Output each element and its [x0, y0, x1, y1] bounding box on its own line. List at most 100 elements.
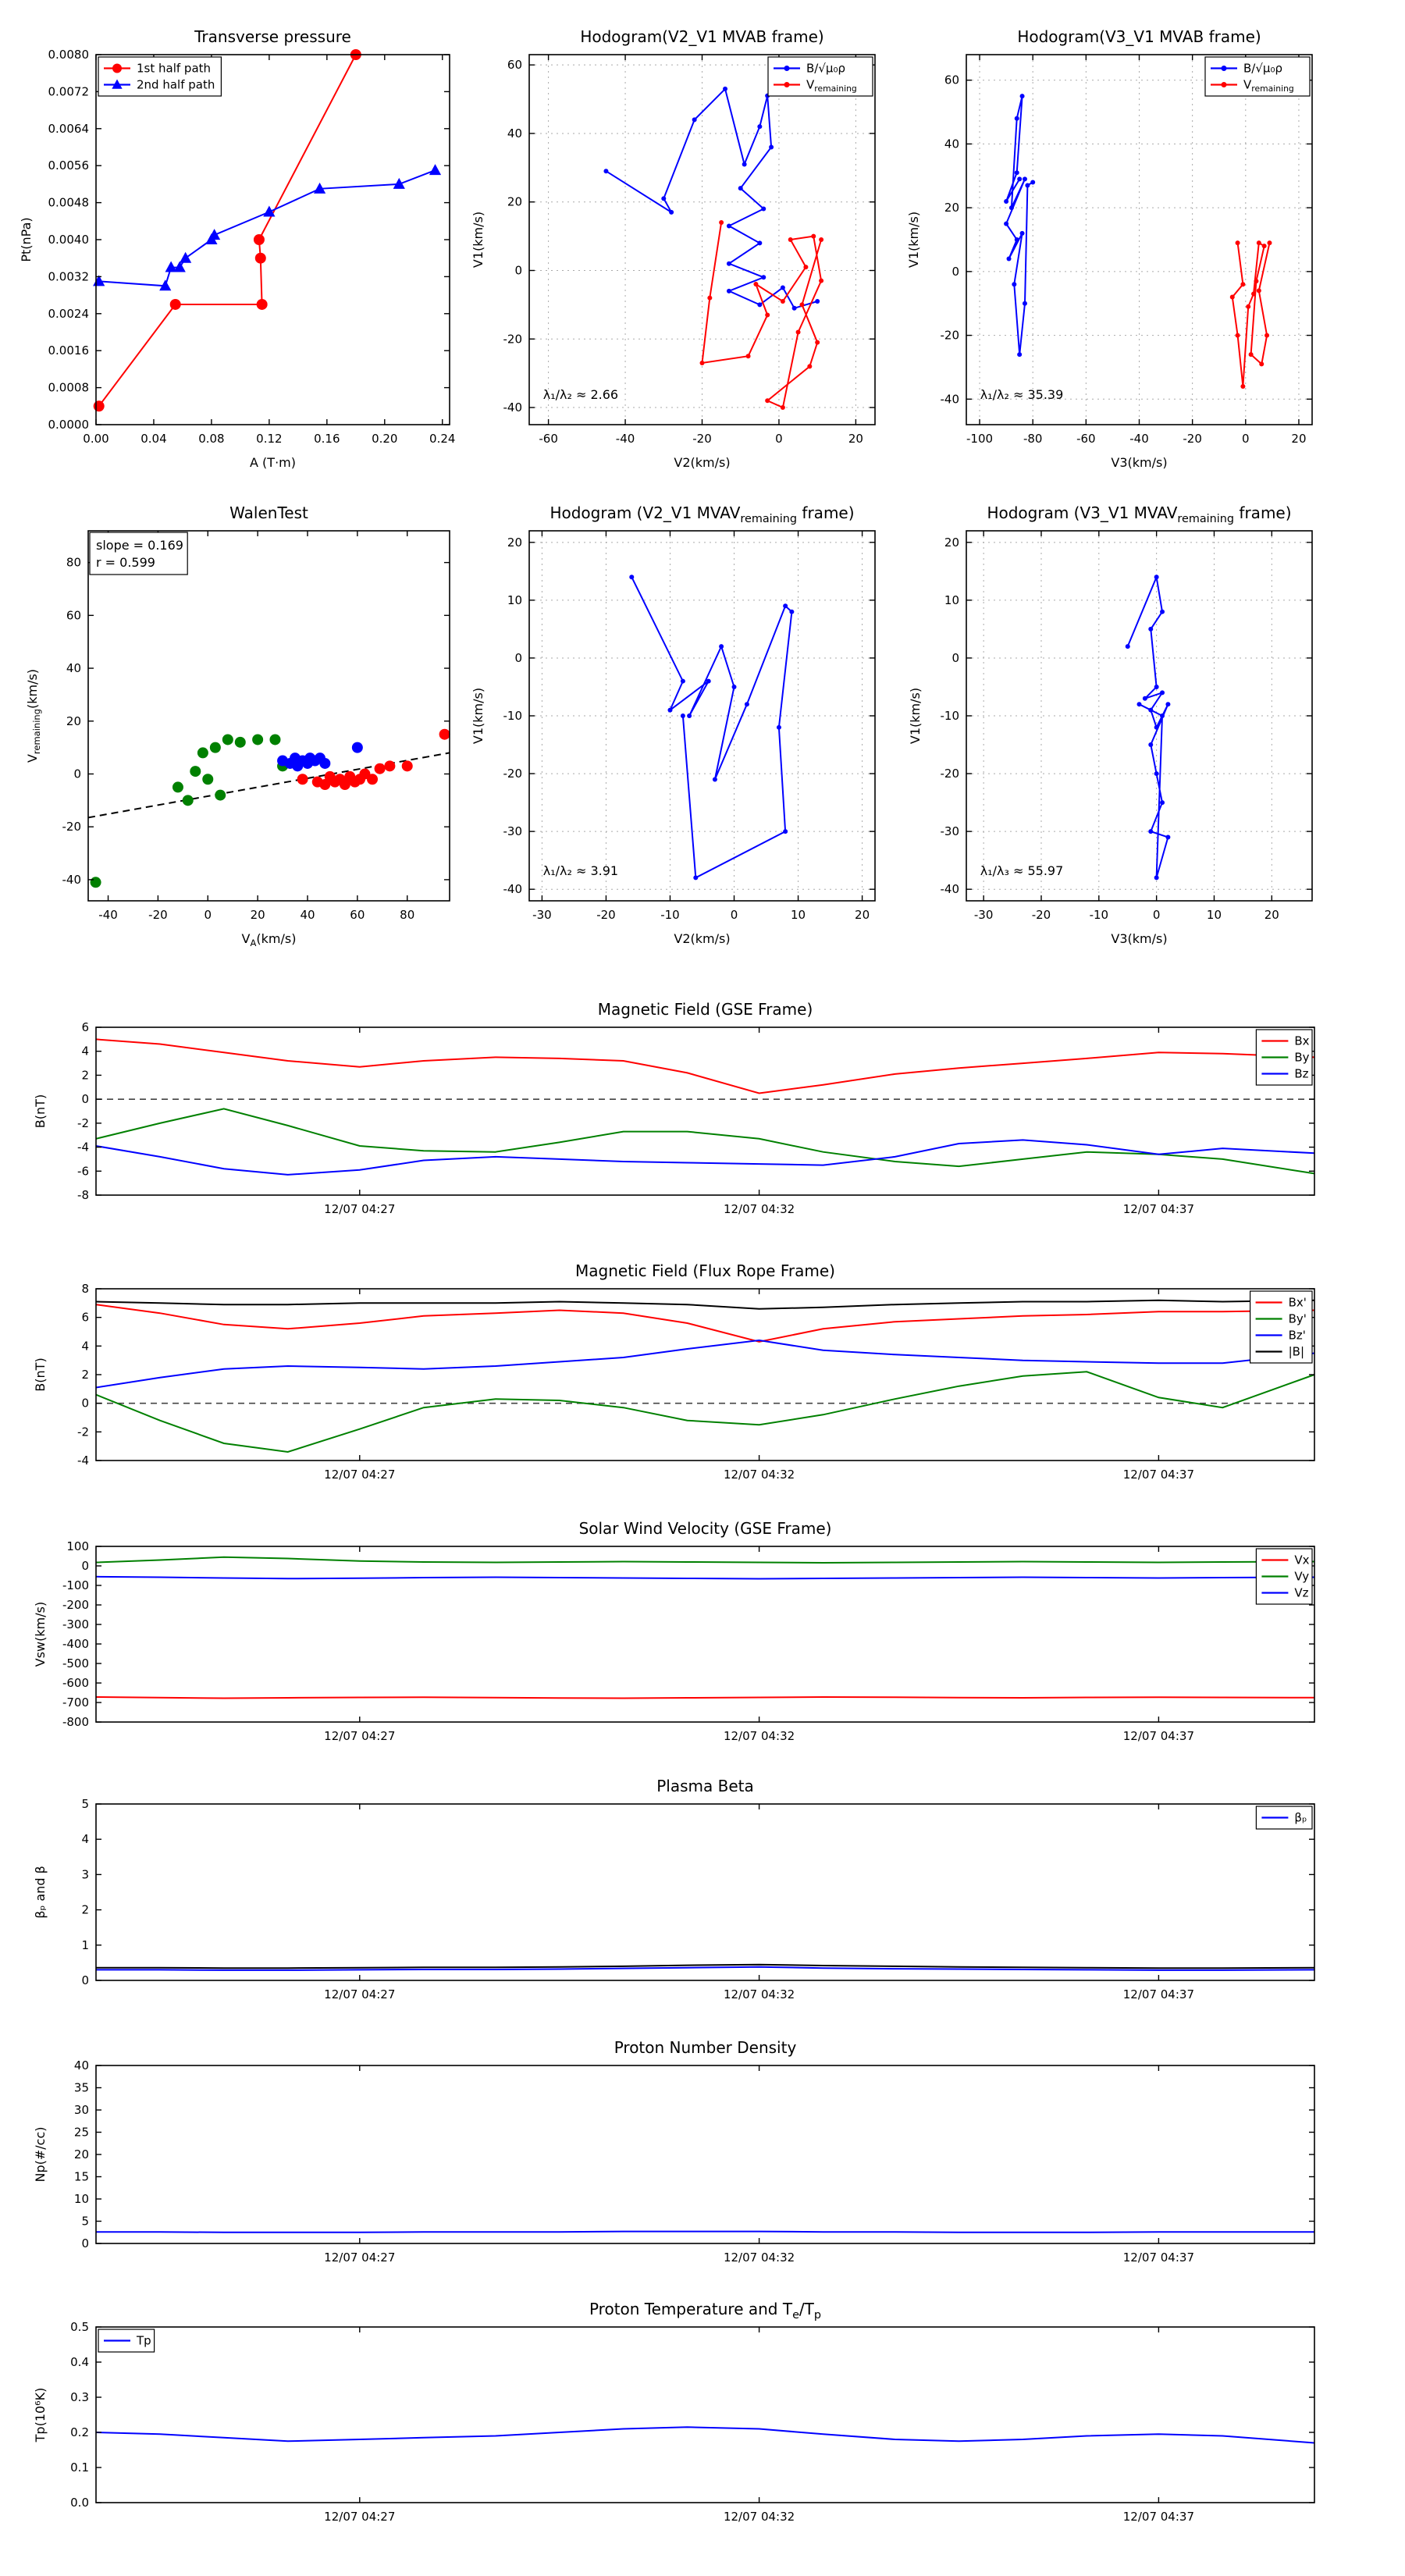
marker — [1148, 829, 1154, 834]
marker — [367, 774, 379, 785]
svg-text:Magnetic Field (GSE Frame): Magnetic Field (GSE Frame) — [598, 1000, 813, 1019]
svg-text:6: 6 — [81, 1311, 89, 1325]
marker — [693, 875, 699, 881]
svg-text:Vy: Vy — [1294, 1570, 1309, 1584]
svg-text:-20: -20 — [692, 432, 712, 446]
marker — [197, 747, 208, 759]
svg-text:-30: -30 — [974, 908, 994, 922]
marker — [799, 302, 805, 308]
svg-text:WalenTest: WalenTest — [229, 503, 308, 522]
c-bgse-svg: 12/07 04:27 12/07 04:32 12/07 04:37 -8 -6 -4 -… — [33, 1000, 1315, 1216]
marker — [339, 779, 350, 791]
svg-text:slope = 0.169: slope = 0.169 — [96, 538, 183, 553]
marker — [757, 302, 763, 308]
axes-frame — [95, 1803, 1315, 1981]
svg-text:12/07 04:32: 12/07 04:32 — [724, 1468, 795, 1482]
marker — [1259, 361, 1264, 367]
series-By-prime — [95, 1371, 1315, 1453]
svg-text:40: 40 — [66, 661, 81, 675]
legend: Vx Vy Vz — [1255, 1548, 1313, 1605]
plot-area — [529, 531, 875, 901]
chart-magnetic-field-gse: 12/07 04:27 12/07 04:32 12/07 04:37 -8 -6 -4 -… — [20, 991, 1327, 1229]
marker — [669, 209, 674, 215]
svg-text:20: 20 — [1264, 908, 1279, 922]
legend: 1st half path 2nd half path — [98, 56, 222, 97]
svg-text:0.0: 0.0 — [70, 2496, 89, 2510]
marker — [1235, 240, 1240, 246]
svg-text:-100: -100 — [966, 432, 993, 446]
svg-text:Vremaining: Vremaining — [1243, 78, 1294, 94]
c-hod-v3v1-mvab-svg: -100 -80 -60 -40 -20 0 20 -40 -20 0 20 40 60 Hodogram… — [906, 27, 1313, 470]
svg-text:Vz: Vz — [1294, 1586, 1308, 1600]
svg-text:-10: -10 — [660, 908, 680, 922]
marker — [1221, 66, 1227, 71]
series-Vx — [95, 1695, 1315, 1699]
marker — [661, 196, 667, 201]
svg-text:Transverse pressure: Transverse pressure — [194, 27, 351, 46]
svg-text:35: 35 — [74, 2081, 89, 2095]
svg-text:1st half path: 1st half path — [137, 62, 211, 76]
marker — [788, 237, 793, 242]
svg-text:Bz': Bz' — [1289, 1329, 1306, 1343]
marker — [783, 603, 788, 609]
marker — [757, 124, 763, 130]
marker — [269, 734, 281, 745]
svg-text:Bx': Bx' — [1289, 1296, 1307, 1310]
marker — [319, 757, 331, 769]
marker — [90, 877, 101, 888]
svg-text:-40: -40 — [941, 392, 960, 406]
svg-text:0: 0 — [81, 1397, 89, 1411]
svg-text:80: 80 — [400, 908, 414, 922]
marker — [726, 223, 731, 229]
chart-magnetic-field-flux-rope: 12/07 04:27 12/07 04:32 12/07 04:37 -4 -2 0 2 4… — [20, 1253, 1327, 1495]
svg-text:βₚ: βₚ — [1294, 1811, 1307, 1825]
marker — [1165, 834, 1171, 840]
marker — [234, 736, 246, 748]
series-Tp — [95, 2426, 1315, 2444]
marker — [208, 229, 221, 240]
svg-text:-600: -600 — [62, 1676, 89, 1690]
svg-text:0.0008: 0.0008 — [48, 381, 90, 395]
svg-text:40: 40 — [507, 126, 522, 141]
marker — [1014, 116, 1019, 121]
svg-text:-2: -2 — [77, 1425, 89, 1439]
series-beta-p — [96, 1966, 1315, 1971]
marker — [757, 240, 763, 246]
svg-text:Solar Wind Velocity (GSE Frame: Solar Wind Velocity (GSE Frame) — [579, 1519, 832, 1538]
svg-text:Np(#/cc): Np(#/cc) — [33, 2127, 48, 2183]
series-Vy — [95, 1556, 1315, 1564]
plot-area — [966, 531, 1312, 901]
marker — [723, 86, 728, 91]
marker — [1004, 221, 1009, 226]
marker — [1017, 352, 1023, 358]
marker — [1136, 702, 1142, 707]
series-Np — [96, 2230, 1314, 2233]
svg-text:60: 60 — [944, 73, 959, 87]
marker — [1160, 713, 1165, 718]
svg-text:12/07 04:37: 12/07 04:37 — [1123, 2250, 1194, 2265]
marker — [815, 299, 820, 304]
marker — [784, 66, 790, 71]
marker — [439, 728, 450, 740]
svg-text:12/07 04:27: 12/07 04:27 — [324, 1468, 395, 1482]
svg-text:4: 4 — [81, 1832, 89, 1846]
svg-text:0.0024: 0.0024 — [48, 307, 90, 321]
marker — [819, 278, 824, 283]
plot-area — [96, 1546, 1314, 1722]
svg-text:0: 0 — [775, 432, 783, 446]
marker — [807, 364, 813, 369]
plot-area — [96, 1289, 1314, 1461]
svg-text:2: 2 — [81, 1903, 89, 1917]
marker — [811, 233, 816, 239]
svg-text:Vsw(km/s): Vsw(km/s) — [33, 1602, 48, 1667]
svg-text:0.2: 0.2 — [70, 2425, 89, 2439]
svg-text:20: 20 — [251, 908, 265, 922]
svg-text:2: 2 — [81, 1368, 89, 1382]
legend: Bx By Bz — [1255, 1029, 1313, 1086]
svg-text:0.0016: 0.0016 — [48, 343, 90, 358]
svg-text:0.0040: 0.0040 — [48, 233, 90, 247]
svg-text:B/√μ₀ρ: B/√μ₀ρ — [1243, 62, 1282, 76]
svg-text:0: 0 — [1242, 432, 1250, 446]
svg-text:-10: -10 — [503, 709, 523, 723]
chart-hodogram-v3v1-mvab: -100 -80 -60 -40 -20 0 20 -40 -20 0 20 40 60 Hodogram… — [905, 14, 1323, 482]
